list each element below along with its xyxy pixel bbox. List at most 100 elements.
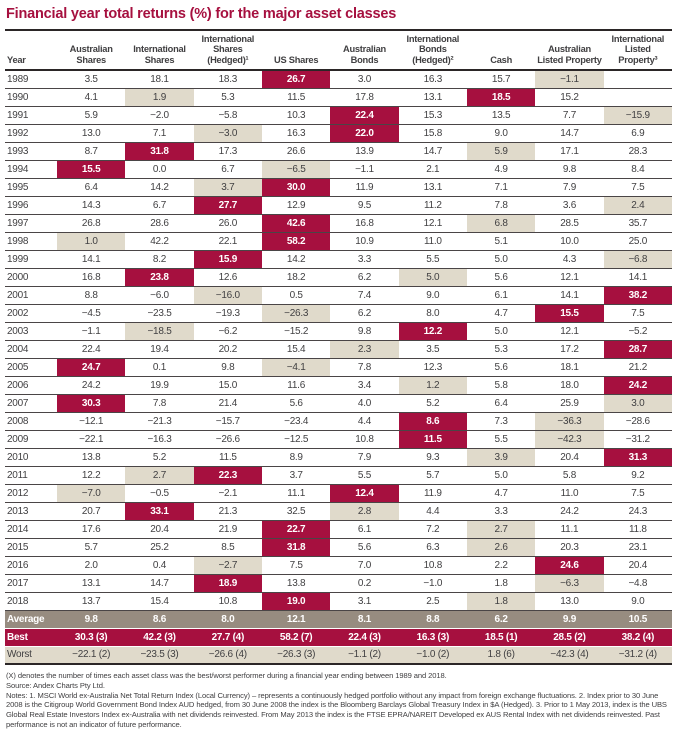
year-label: 1990 bbox=[5, 88, 57, 107]
year-row: 2007 30.3 7.8 21.4 5.6 4.0 5.2 6.4 25.9 3.0 bbox=[5, 394, 672, 413]
value-cell: 11.1 bbox=[535, 520, 604, 539]
average-value-cell: 10.5 bbox=[603, 610, 672, 629]
value-cell: 8.4 bbox=[603, 160, 672, 179]
value-cell: 13.8 bbox=[261, 574, 331, 593]
header-row: Year Australian Shares International Share… bbox=[5, 31, 672, 72]
best-value-cell: 42.2 (3) bbox=[125, 628, 194, 647]
value-cell: 8.9 bbox=[261, 448, 331, 467]
value-cell: 18.3 bbox=[193, 70, 262, 89]
year-label: 2018 bbox=[5, 592, 57, 611]
value-cell: 22.4 bbox=[57, 340, 126, 359]
value-cell: 17.3 bbox=[193, 142, 262, 161]
best-cell: 15.5 bbox=[535, 304, 604, 323]
year-label: 2000 bbox=[5, 268, 57, 287]
value-cell: 7.1 bbox=[125, 124, 194, 143]
value-cell: 7.7 bbox=[535, 106, 604, 125]
value-cell: 5.0 bbox=[466, 322, 536, 341]
worst-cell: −4.1 bbox=[261, 358, 331, 377]
worst-cell: −6.5 bbox=[261, 160, 331, 179]
value-cell: 8.2 bbox=[125, 250, 194, 269]
value-cell: −21.3 bbox=[125, 412, 194, 431]
value-cell: 14.3 bbox=[57, 196, 126, 215]
returns-table: Year Australian Shares International Share… bbox=[5, 31, 672, 666]
worst-value-cell: −1.1 (2) bbox=[330, 646, 399, 666]
value-cell: 14.7 bbox=[535, 124, 604, 143]
value-cell: −5.8 bbox=[193, 106, 262, 125]
year-label: 2012 bbox=[5, 484, 57, 503]
value-cell: 1.8 bbox=[466, 574, 536, 593]
value-cell: 0.5 bbox=[261, 286, 331, 305]
best-cell: 22.3 bbox=[193, 466, 262, 485]
average-value-cell: 9.8 bbox=[57, 610, 126, 629]
value-cell: 15.7 bbox=[466, 70, 536, 89]
value-cell: 15.3 bbox=[398, 106, 467, 125]
best-cell: 12.4 bbox=[330, 484, 399, 503]
value-cell: 0.0 bbox=[125, 160, 194, 179]
best-cell: 22.0 bbox=[330, 124, 399, 143]
year-label: 1993 bbox=[5, 142, 57, 161]
value-cell: 14.2 bbox=[261, 250, 331, 269]
value-cell bbox=[603, 88, 672, 107]
value-cell: 8.7 bbox=[57, 142, 126, 161]
worst-cell: −6.8 bbox=[603, 250, 672, 269]
average-value-cell: 8.6 bbox=[125, 610, 194, 629]
value-cell: 21.3 bbox=[193, 502, 262, 521]
value-cell: 25.9 bbox=[535, 394, 604, 413]
year-label: 1992 bbox=[5, 124, 57, 143]
value-cell: 14.7 bbox=[398, 142, 467, 161]
year-row: 2012 −7.0 −0.5 −2.1 11.1 12.4 11.9 4.7 11.0 7.5 bbox=[5, 484, 672, 503]
value-cell: 25.0 bbox=[603, 232, 672, 251]
table-body: 1989 3.5 18.1 18.3 26.7 3.0 16.3 15.7 −1.1 1990 4.… bbox=[5, 70, 672, 666]
value-cell: 26.0 bbox=[193, 214, 262, 233]
year-row: 2001 8.8 −6.0 −16.0 0.5 7.4 9.0 6.1 14.1 38.2 bbox=[5, 286, 672, 305]
value-cell: 14.1 bbox=[57, 250, 126, 269]
year-label: 2008 bbox=[5, 412, 57, 431]
year-label: 2013 bbox=[5, 502, 57, 521]
value-cell: 16.3 bbox=[261, 124, 331, 143]
best-cell: 18.5 bbox=[466, 88, 536, 107]
year-row: 2011 12.2 2.7 22.3 3.7 5.5 5.7 5.0 5.8 9.2 bbox=[5, 466, 672, 485]
value-cell: 13.9 bbox=[330, 142, 399, 161]
value-cell: 15.2 bbox=[535, 88, 604, 107]
value-cell: 20.3 bbox=[535, 538, 604, 557]
year-row: 1996 14.3 6.7 27.7 12.9 9.5 11.2 7.8 3.6 2.4 bbox=[5, 196, 672, 215]
value-cell: 4.0 bbox=[330, 394, 399, 413]
value-cell: 9.2 bbox=[603, 466, 672, 485]
worst-value-cell: −26.3 (3) bbox=[261, 646, 331, 666]
best-cell: 33.1 bbox=[125, 502, 194, 521]
value-cell: 11.0 bbox=[398, 232, 467, 251]
worst-value-cell: −22.1 (2) bbox=[57, 646, 126, 666]
value-cell: −22.1 bbox=[57, 430, 126, 449]
value-cell: 13.8 bbox=[57, 448, 126, 467]
value-cell: 13.0 bbox=[535, 592, 604, 611]
value-cell: 5.5 bbox=[330, 466, 399, 485]
value-cell: 8.5 bbox=[193, 538, 262, 557]
value-cell: 22.1 bbox=[193, 232, 262, 251]
value-cell: 3.7 bbox=[261, 466, 331, 485]
value-cell: 4.1 bbox=[57, 88, 126, 107]
worst-value-cell: −31.2 (4) bbox=[603, 646, 672, 666]
value-cell: 5.5 bbox=[466, 430, 536, 449]
value-cell: −15.7 bbox=[193, 412, 262, 431]
worst-value-cell: −42.3 (4) bbox=[535, 646, 604, 666]
value-cell: 18.0 bbox=[535, 376, 604, 395]
value-cell: 9.3 bbox=[398, 448, 467, 467]
year-label: 2006 bbox=[5, 376, 57, 395]
value-cell: 13.5 bbox=[466, 106, 536, 125]
value-cell: 4.9 bbox=[466, 160, 536, 179]
worst-cell: −42.3 bbox=[535, 430, 604, 449]
value-cell: −26.6 bbox=[193, 430, 262, 449]
value-cell: 11.1 bbox=[261, 484, 331, 503]
value-cell: 42.2 bbox=[125, 232, 194, 251]
value-cell: 0.4 bbox=[125, 556, 194, 575]
column-header: Australian Listed Property bbox=[535, 31, 604, 72]
value-cell: 6.3 bbox=[398, 538, 467, 557]
value-cell: −1.0 bbox=[398, 574, 467, 593]
best-cell: 24.2 bbox=[603, 376, 672, 395]
value-cell: 24.2 bbox=[57, 376, 126, 395]
value-cell: −6.2 bbox=[193, 322, 262, 341]
value-cell: 6.1 bbox=[466, 286, 536, 305]
value-cell: 3.6 bbox=[535, 196, 604, 215]
value-cell: 12.6 bbox=[193, 268, 262, 287]
value-cell: 7.9 bbox=[330, 448, 399, 467]
